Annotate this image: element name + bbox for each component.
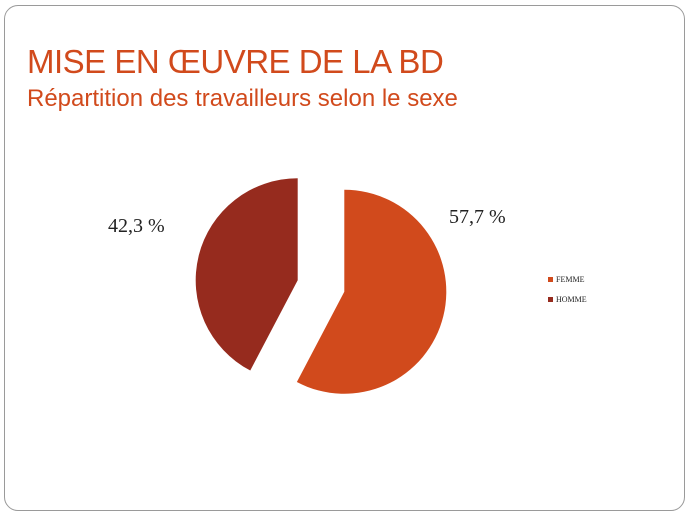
legend-swatch-homme	[548, 296, 553, 302]
slide-title: MISE EN ŒUVRE DE LA BD	[27, 43, 444, 80]
pie-slice-femme	[296, 189, 447, 394]
pie-slice-homme	[195, 178, 298, 371]
legend-item-homme: HOMME	[548, 289, 587, 309]
data-label-femme: 57,7 %	[449, 206, 506, 228]
legend-label-femme: FEMME	[556, 274, 585, 284]
slide-subtitle: Répartition des travailleurs selon le se…	[27, 85, 458, 112]
chart-legend: FEMME HOMME	[548, 269, 587, 309]
legend-label-homme: HOMME	[556, 294, 587, 304]
legend-swatch-femme	[548, 276, 553, 282]
legend-item-femme: FEMME	[548, 269, 587, 289]
data-label-homme: 42,3 %	[108, 215, 165, 237]
slide-frame: MISE EN ŒUVRE DE LA BD Répartition des t…	[4, 5, 685, 511]
